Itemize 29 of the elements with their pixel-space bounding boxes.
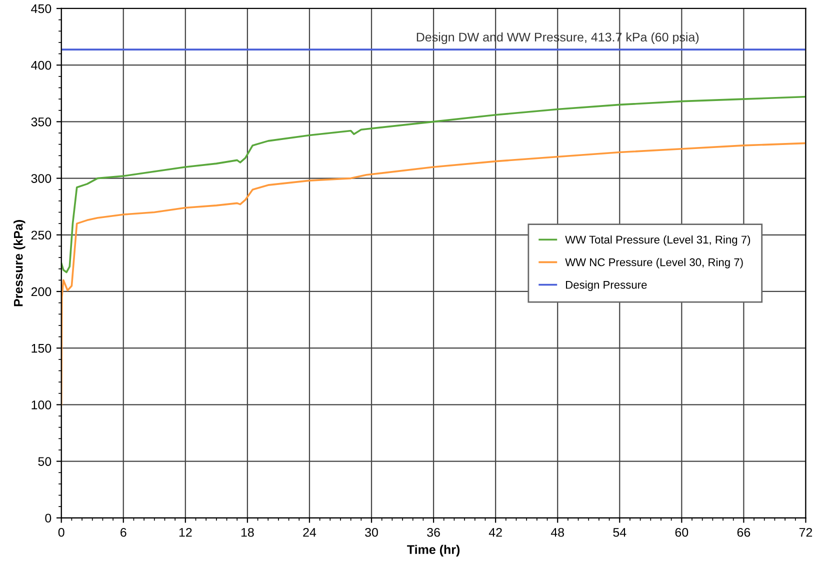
x-axis-title: Time (hr) xyxy=(407,544,460,556)
y-tick-label: 350 xyxy=(31,117,52,126)
legend-label: WW Total Pressure (Level 31, Ring 7) xyxy=(565,235,750,246)
y-tick-label: 50 xyxy=(38,457,52,466)
y-axis-title: Pressure (kPa) xyxy=(14,220,26,306)
y-tick-label: 150 xyxy=(32,344,52,353)
x-tick-label: 60 xyxy=(675,528,688,537)
y-tick-label: 400 xyxy=(31,60,52,70)
x-tick-label: 12 xyxy=(179,528,192,537)
x-tick-label: 0 xyxy=(58,528,64,537)
x-tick-label: 42 xyxy=(488,528,502,537)
x-tick-label: 24 xyxy=(303,528,316,537)
x-tick-label: 54 xyxy=(613,528,626,537)
y-tick-label: 300 xyxy=(31,174,52,183)
x-tick-label: 48 xyxy=(550,528,564,537)
legend-label: Design Pressure xyxy=(566,280,647,291)
y-tick-label: 250 xyxy=(31,230,52,240)
x-tick-label: 72 xyxy=(799,528,812,537)
x-tick-label: 18 xyxy=(241,528,254,537)
y-tick-label: 100 xyxy=(32,400,52,410)
x-tick-label: 36 xyxy=(427,528,440,537)
x-tick-label: 66 xyxy=(737,528,750,537)
x-tick-label: 30 xyxy=(365,528,378,537)
x-tick-label: 6 xyxy=(120,528,126,537)
y-tick-label: 200 xyxy=(31,287,52,296)
y-tick-label: 0 xyxy=(45,514,52,523)
y-tick-label: 450 xyxy=(31,4,52,14)
line-series xyxy=(61,96,806,274)
legend-label: WW NC Pressure (Level 30, Ring 7) xyxy=(565,258,743,268)
